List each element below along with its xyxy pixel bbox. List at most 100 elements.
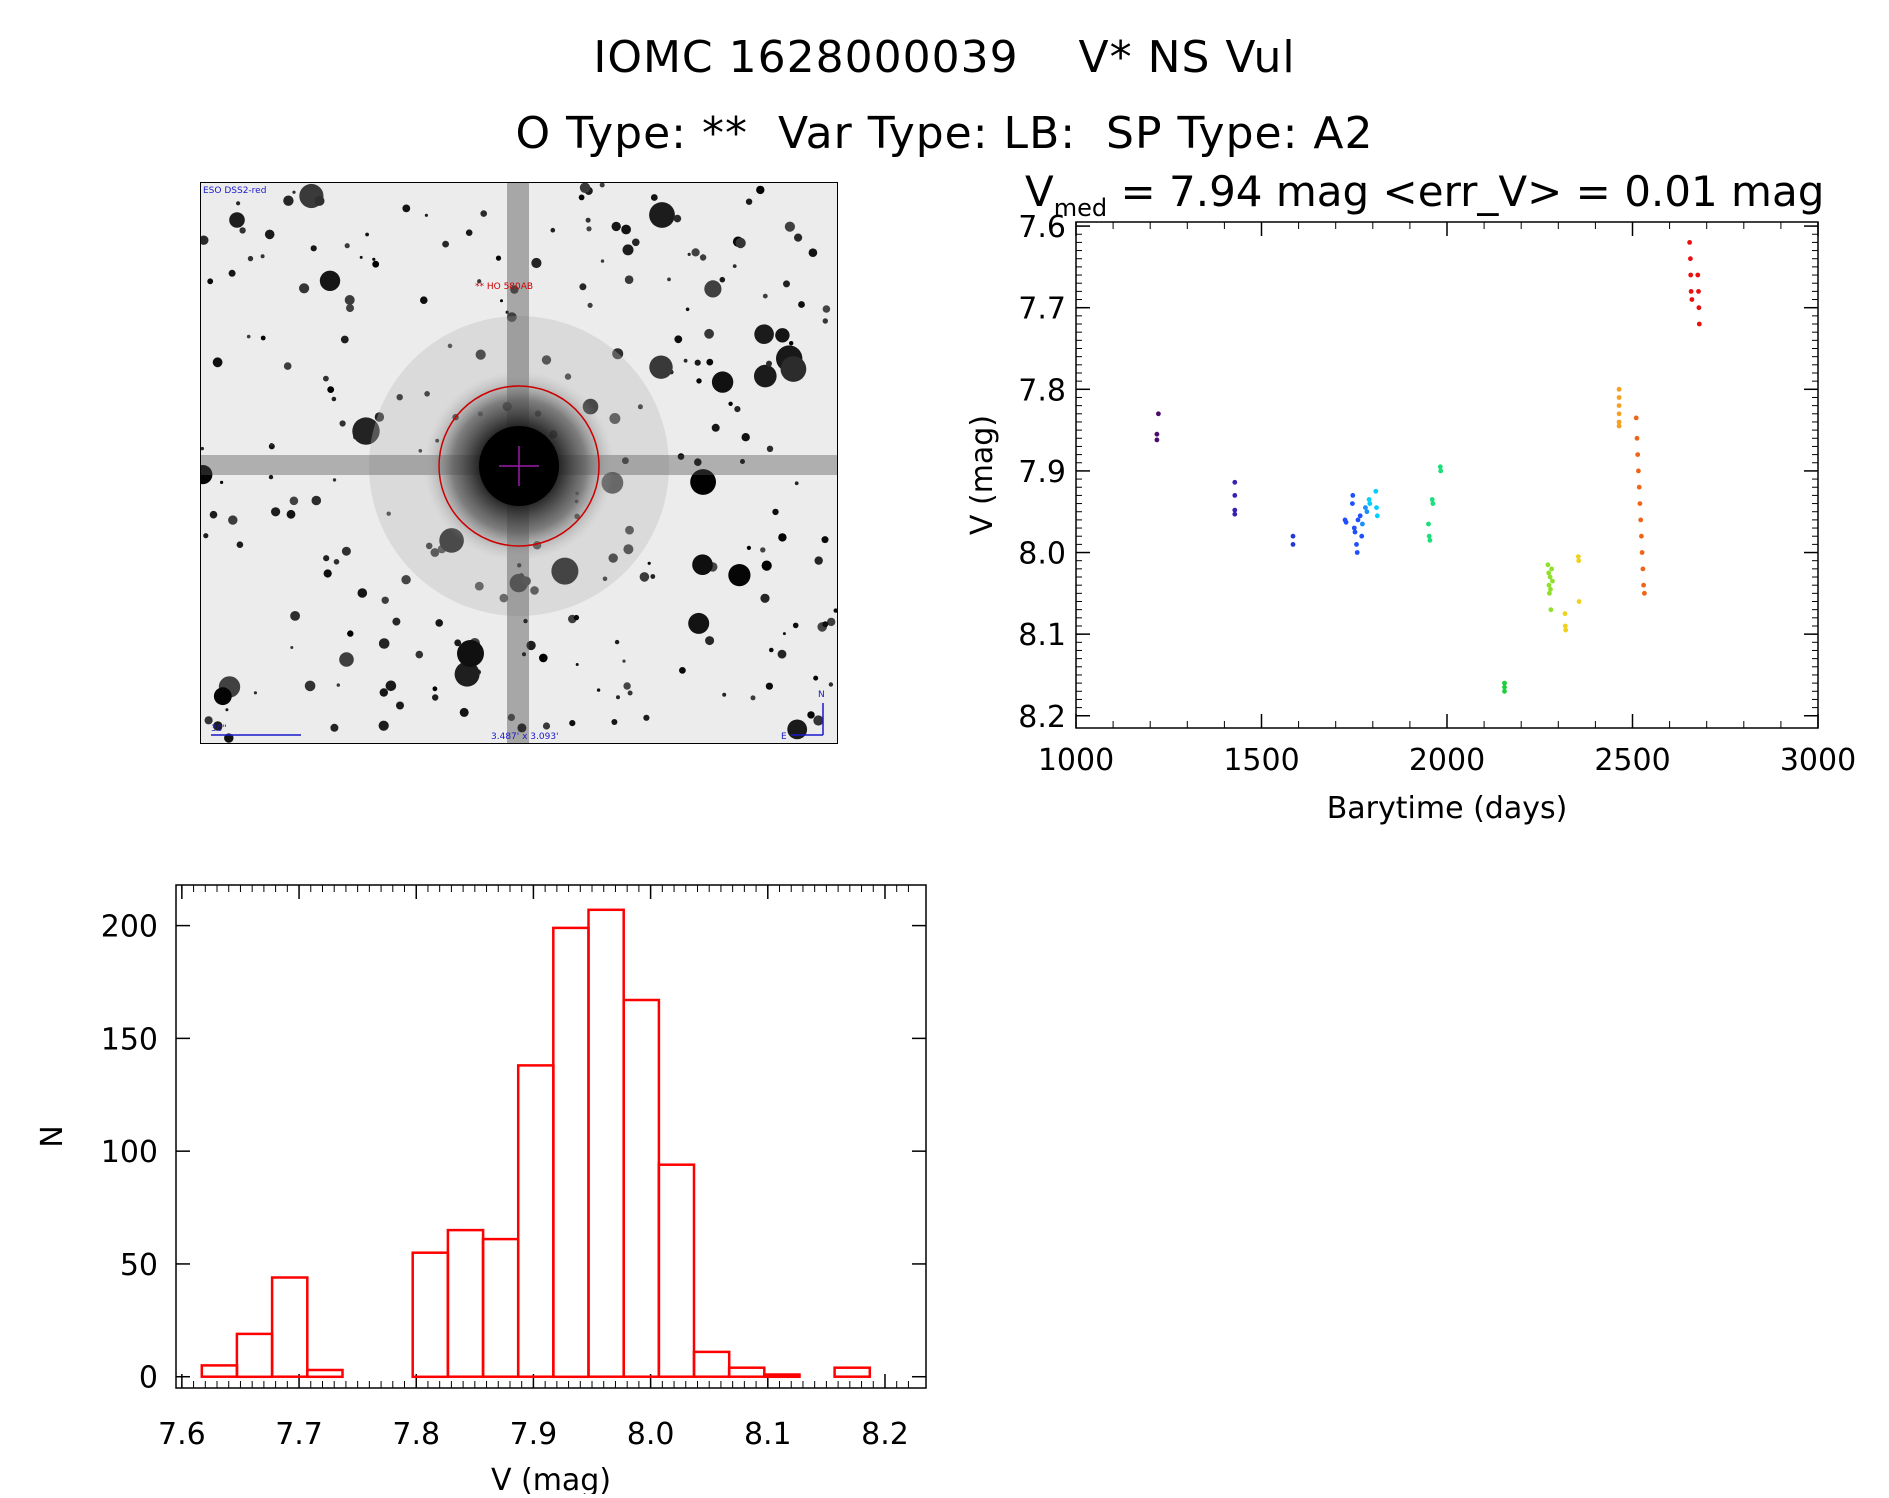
field-star	[212, 357, 223, 368]
field-star	[283, 362, 292, 370]
field-star	[253, 691, 257, 695]
data-point	[1367, 501, 1373, 506]
field-star	[766, 445, 774, 452]
field-star	[359, 255, 363, 259]
field-star	[643, 714, 650, 721]
field-star	[821, 536, 829, 544]
field-star	[336, 683, 340, 687]
data-point	[1695, 272, 1701, 278]
x-tick-label: 7.9	[510, 1417, 558, 1452]
field-star	[457, 640, 484, 667]
field-star	[378, 638, 390, 649]
field-star	[551, 557, 579, 585]
field-star	[523, 618, 528, 624]
field-star	[587, 302, 593, 308]
data-point	[1547, 590, 1552, 596]
field-star	[732, 264, 737, 268]
field-star	[521, 576, 531, 586]
field-star	[833, 608, 837, 613]
data-point	[1357, 513, 1363, 519]
field-star	[323, 569, 332, 578]
field-star	[339, 420, 346, 427]
data-point	[1290, 533, 1296, 539]
histogram-bar	[692, 1350, 731, 1378]
field-star	[500, 299, 503, 303]
data-point	[1429, 497, 1435, 502]
field-star	[425, 542, 433, 550]
data-point	[1576, 599, 1582, 604]
field-star	[333, 559, 340, 565]
field-star	[396, 394, 403, 401]
data-point	[1373, 488, 1379, 494]
data-point	[1639, 550, 1645, 555]
x-axis-label: V (mag)	[491, 1463, 611, 1494]
field-star	[292, 190, 296, 194]
data-point	[1426, 521, 1431, 527]
field-star	[622, 659, 626, 663]
field-star	[517, 563, 522, 568]
field-star	[340, 335, 349, 344]
field-star	[228, 515, 238, 525]
data-point	[1636, 484, 1642, 490]
field-star	[639, 572, 650, 582]
y-tick-label: 50	[120, 1248, 158, 1283]
field-star	[402, 204, 411, 213]
field-star	[706, 358, 714, 366]
data-point	[1354, 550, 1360, 555]
histogram-bar	[306, 1368, 344, 1379]
field-star	[447, 343, 453, 349]
field-star	[454, 639, 462, 647]
field-star	[822, 305, 831, 313]
field-star	[807, 711, 815, 719]
field-star	[522, 652, 526, 657]
data-point	[1437, 464, 1443, 470]
field-star	[754, 324, 774, 344]
sky-image-panel: ESO DSS2-red ** HO 580AB 30" 3.487' x 3.…	[200, 182, 838, 744]
field-star	[813, 715, 824, 726]
field-star	[465, 229, 473, 236]
field-star	[704, 328, 714, 339]
data-point	[1696, 289, 1701, 294]
field-star	[608, 553, 618, 563]
object-label: ** HO 580AB	[475, 282, 533, 292]
field-star	[683, 358, 688, 363]
field-star	[746, 545, 752, 550]
data-point	[1616, 395, 1622, 400]
field-star	[499, 593, 509, 603]
data-point	[1366, 497, 1372, 502]
field-star	[579, 183, 591, 193]
survey-label: ESO DSS2-red	[203, 186, 266, 196]
x-tick-label: 3000	[1780, 743, 1856, 778]
field-star	[694, 458, 702, 467]
field-star	[822, 318, 828, 324]
histogram-bar	[516, 1064, 555, 1378]
data-point	[1502, 688, 1507, 694]
data-point	[1359, 533, 1365, 539]
field-star	[372, 260, 380, 268]
y-tick-label: 7.8	[1018, 373, 1066, 408]
field-star	[784, 221, 796, 232]
field-star	[480, 210, 488, 217]
field-star	[687, 252, 691, 256]
field-star	[418, 449, 423, 453]
field-star	[505, 310, 509, 314]
field-star	[225, 708, 229, 712]
field-star	[696, 378, 702, 384]
field-star	[622, 244, 634, 256]
field-star	[314, 195, 325, 206]
field-star	[694, 359, 701, 366]
field-star	[780, 356, 807, 382]
histogram-bar	[657, 1163, 696, 1378]
field-star	[260, 335, 266, 341]
field-star	[722, 692, 727, 697]
data-point	[1575, 554, 1581, 559]
data-point	[1562, 623, 1568, 629]
data-point	[1430, 501, 1436, 506]
field-star	[396, 701, 404, 710]
field-star	[766, 360, 772, 367]
x-axis-label: Barytime (days)	[1327, 791, 1568, 826]
field-star	[323, 375, 329, 382]
x-tick-label: 8.1	[744, 1417, 792, 1452]
field-star	[677, 453, 685, 460]
field-star	[372, 257, 376, 261]
